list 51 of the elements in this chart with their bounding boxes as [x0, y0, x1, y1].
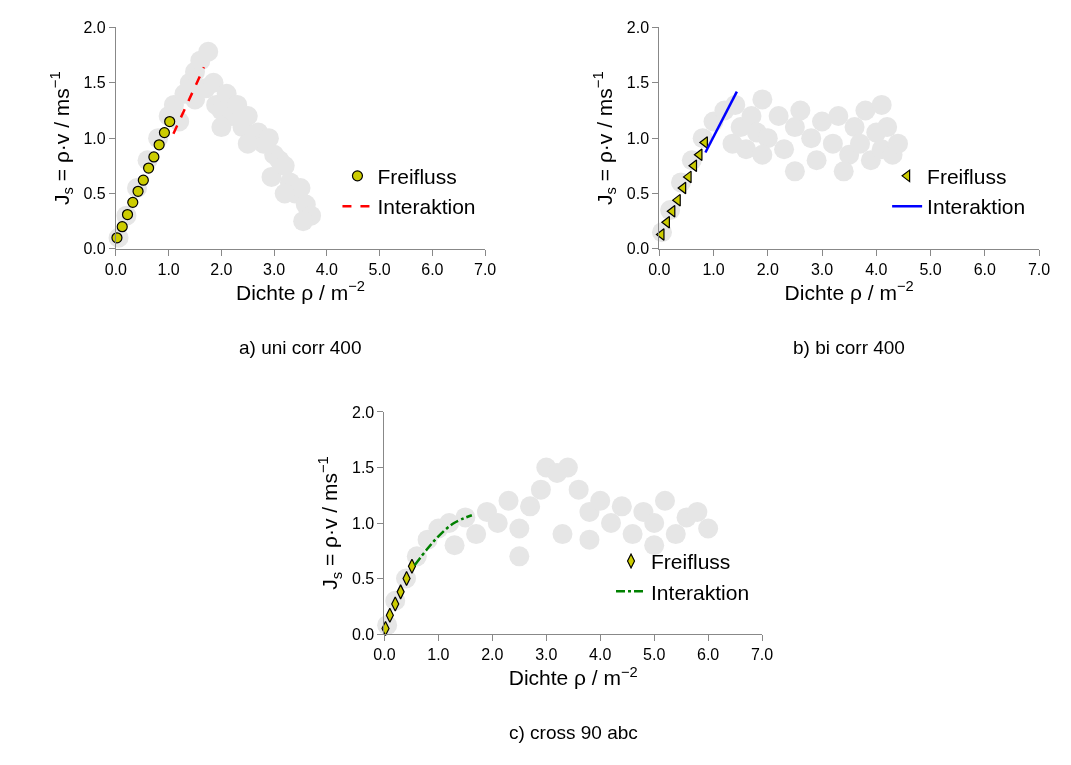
y-tick-label: 0.5 — [83, 185, 106, 203]
x-tick-label: 0.0 — [373, 646, 396, 664]
x-tick-label: 2.0 — [756, 261, 779, 279]
legend-label: Interaktion — [927, 195, 1026, 219]
legend-label: Freifluss — [651, 550, 731, 574]
legend-label: Freifluss — [927, 165, 1007, 189]
x-axis-title: Dichte ρ / m$^{−2}$ — [508, 663, 638, 690]
y-tick-label: 0.0 — [83, 240, 106, 258]
x-tick-label: 1.0 — [702, 261, 725, 279]
x-tick-label: 3.0 — [263, 261, 286, 279]
x-tick-label: 5.0 — [368, 261, 391, 279]
x-tick-label: 6.0 — [421, 261, 444, 279]
legend-label: Interaktion — [651, 580, 750, 604]
x-tick-label: 0.0 — [648, 261, 671, 279]
x-tick-label: 7.0 — [1027, 261, 1051, 279]
y-tick-label: 1.0 — [83, 129, 106, 147]
x-tick-label: 3.0 — [535, 646, 558, 664]
x-tick-label: 7.0 — [474, 261, 497, 279]
y-tick-label: 1.5 — [83, 74, 106, 92]
text: b) bi corr 400 — [793, 337, 905, 358]
legend-label: Freifluss — [377, 165, 457, 189]
x-tick-label: 0.0 — [104, 261, 128, 279]
y-tick-label: 0.0 — [351, 625, 375, 643]
x-tick-label: 1.0 — [427, 646, 450, 664]
x-tick-label: 4.0 — [865, 261, 888, 279]
y-tick-label: 0.5 — [626, 185, 650, 203]
y-tick-label: 1.5 — [626, 74, 650, 92]
y-tick-label: 1.5 — [351, 459, 375, 477]
x-tick-label: 6.0 — [973, 261, 996, 279]
y-tick-label: 0.0 — [626, 240, 650, 258]
y-tick-label: 1.0 — [351, 514, 375, 532]
text: c) cross 90 abc — [509, 722, 638, 743]
x-tick-label: 4.0 — [315, 261, 339, 279]
x-axis-title: Dichte ρ / m$^{−2}$ — [235, 278, 366, 305]
y-tick-label: 1.0 — [626, 129, 650, 147]
x-tick-label: 5.0 — [643, 646, 666, 664]
x-tick-label: 1.0 — [157, 261, 180, 279]
y-tick-label: 2.0 — [351, 403, 375, 421]
x-tick-label: 2.0 — [210, 261, 233, 279]
legend-label: Interaktion — [377, 195, 476, 219]
x-tick-label: 5.0 — [919, 261, 942, 279]
x-tick-label: 7.0 — [750, 646, 774, 664]
x-tick-label: 3.0 — [810, 261, 834, 279]
y-tick-label: 2.0 — [626, 19, 650, 37]
x-tick-label: 2.0 — [481, 646, 504, 664]
x-axis-title: Dichte ρ / m$^{−2}$ — [784, 278, 914, 305]
text: a) uni corr 400 — [239, 337, 362, 358]
y-tick-label: 2.0 — [83, 19, 106, 37]
x-tick-label: 6.0 — [697, 646, 720, 664]
x-tick-label: 4.0 — [589, 646, 612, 664]
y-tick-label: 0.5 — [351, 570, 375, 588]
